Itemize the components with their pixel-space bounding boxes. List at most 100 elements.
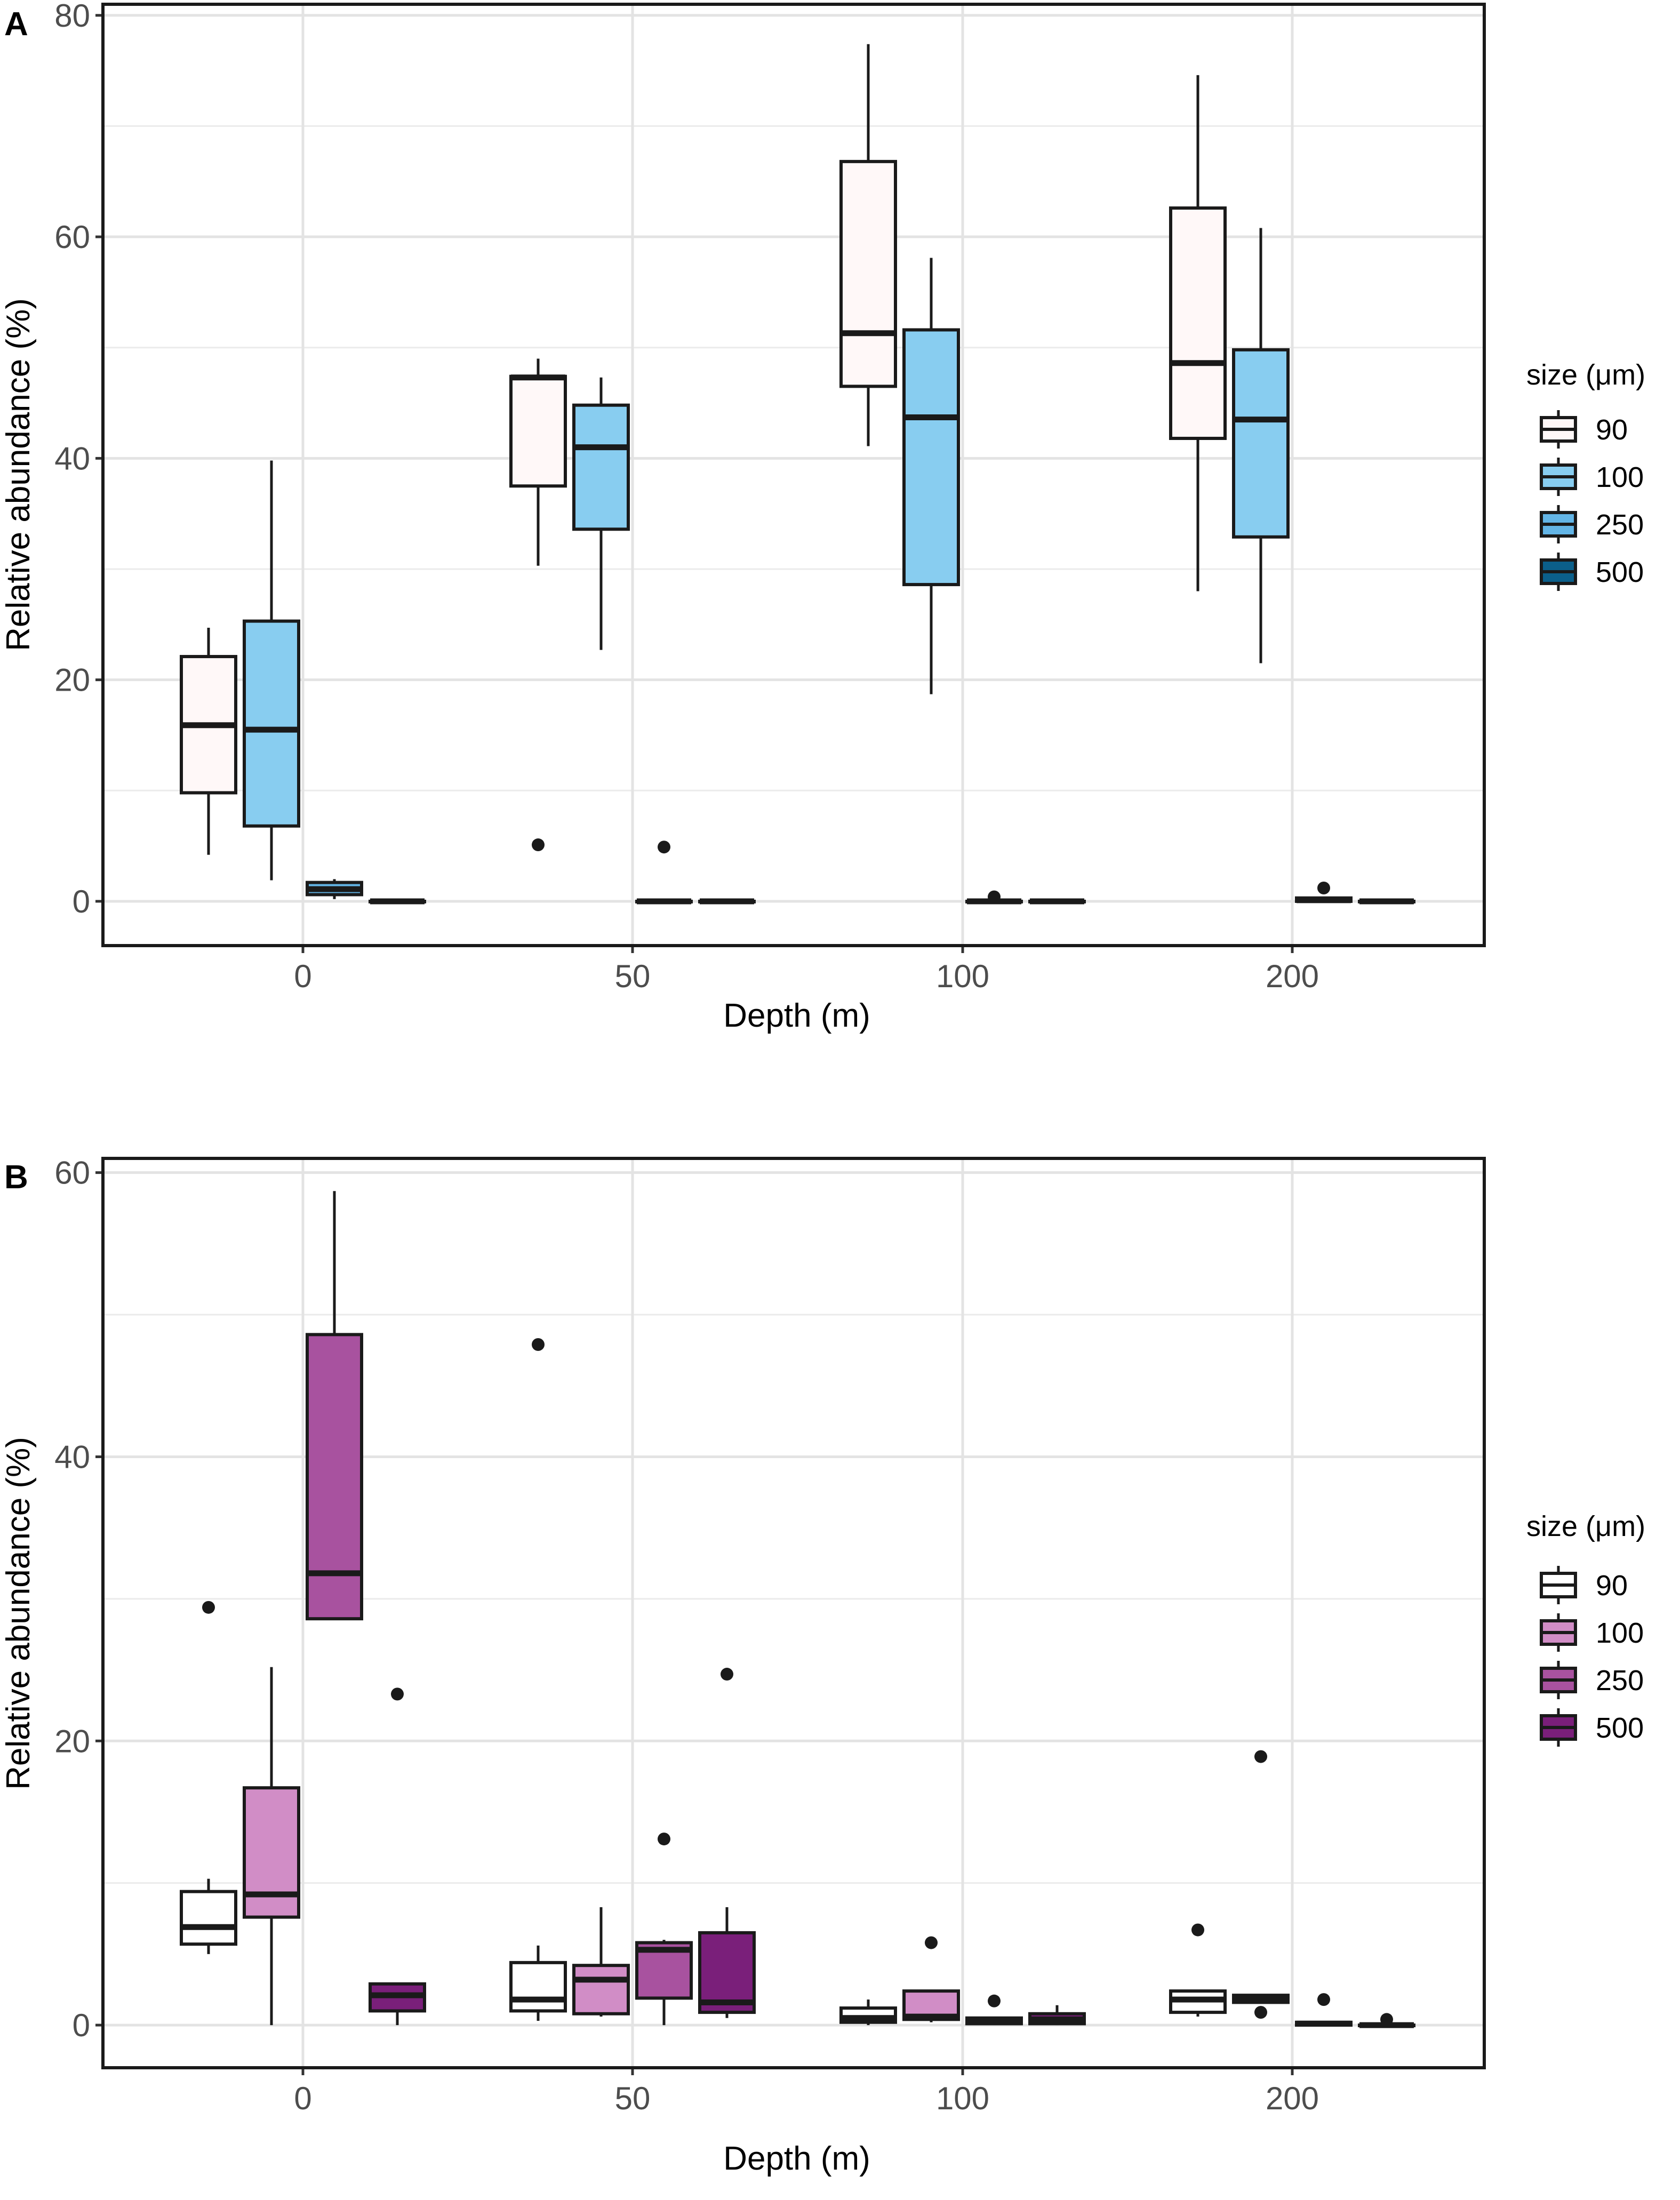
legend-title-a: size (μm) [1526, 359, 1645, 391]
legend-entry-a-500: 500 [1540, 553, 1644, 591]
y-axis-title-a: Relative abundance (%) [0, 298, 37, 651]
box-b-100-500 [1028, 2005, 1086, 2026]
outlier-point [202, 1601, 215, 1614]
outlier-point [658, 841, 670, 854]
box-b-100-90 [839, 1999, 897, 2026]
box-a-200-90 [1169, 75, 1227, 591]
legend-label-b-250: 250 [1596, 1665, 1644, 1697]
box-a-100-90 [839, 44, 897, 446]
outlier-point [532, 838, 545, 852]
box-body [1169, 206, 1227, 440]
outlier-point [532, 1338, 545, 1351]
box-body [509, 1961, 567, 2013]
outlier-point [988, 1994, 1001, 2007]
box-a-100-100 [902, 258, 960, 694]
outlier-point [1254, 2006, 1267, 2019]
y-tick-label-a: 60 [54, 219, 90, 255]
x-ticks-a: 0 50 100 200 [294, 946, 1319, 994]
panel-b: B 0 20 40 60 0 50 100 200 Depth (m) Relative a… [0, 1155, 1645, 2177]
outlier-point [1191, 1923, 1204, 1937]
box-body [509, 374, 567, 488]
legend-entry-a-90: 90 [1540, 410, 1628, 449]
legend-b: size (μm) 90 100 250 500 [1526, 1510, 1645, 1747]
box-a-200-500 [1358, 898, 1415, 905]
box-body [902, 328, 960, 587]
box-b-100-100 [902, 1936, 960, 2022]
box-b-0-90 [180, 1601, 237, 1954]
plot-border-b [101, 1157, 1486, 2069]
box-b-50-500 [698, 1668, 756, 2018]
x-tick-label-a: 50 [615, 958, 651, 994]
y-tick-label-a: 20 [54, 662, 90, 698]
outlier-point [1317, 1993, 1330, 2006]
box-b-200-100 [1232, 1750, 1290, 2019]
legend-title-b: size (μm) [1526, 1510, 1645, 1542]
y-tick-label-a: 40 [54, 441, 90, 476]
panel-label-a: A [4, 6, 28, 43]
legend-entry-a-100: 100 [1540, 458, 1644, 496]
outlier-point [1317, 882, 1330, 895]
outlier-point [988, 890, 1001, 903]
legend-label-a-90: 90 [1596, 414, 1628, 446]
legend-entry-b-90: 90 [1540, 1566, 1628, 1604]
box-b-200-90 [1169, 1923, 1227, 2017]
y-tick-label-b: 60 [54, 1155, 90, 1191]
box-a-50-250 [635, 841, 693, 905]
outlier-point [721, 1668, 733, 1681]
outlier-point [1380, 2013, 1393, 2026]
box-b-100-250 [965, 1994, 1023, 2026]
box-a-0-100 [243, 460, 300, 881]
box-b-50-90 [509, 1338, 567, 2021]
box-body [243, 1786, 300, 1919]
y-tick-label-b: 20 [54, 1723, 90, 1759]
x-tick-label-b: 0 [294, 2081, 311, 2116]
legend-entry-a-250: 250 [1540, 505, 1644, 543]
legend-label-b-100: 100 [1596, 1617, 1644, 1649]
outlier-point [925, 1936, 938, 1949]
y-tick-label-a: 0 [73, 884, 90, 919]
y-ticks-a: 0 20 40 60 80 [54, 0, 103, 919]
box-body [698, 1931, 756, 2014]
legend-label-a-250: 250 [1596, 509, 1644, 541]
legend-label-b-90: 90 [1596, 1570, 1628, 1602]
box-body [243, 619, 300, 828]
x-axis-title-a: Depth (m) [723, 997, 870, 1034]
box-b-0-250 [306, 1191, 363, 1621]
box-body [572, 403, 630, 531]
box-b-0-500 [369, 1687, 426, 2026]
box-a-0-500 [369, 898, 426, 905]
box-a-0-90 [180, 628, 237, 855]
grid-b [103, 1158, 1484, 2068]
plot-border-a [101, 3, 1486, 947]
box-a-200-100 [1232, 228, 1290, 663]
box-a-100-250 [965, 890, 1023, 905]
boxes-b [180, 1191, 1415, 2028]
box-body [180, 1890, 237, 1946]
outlier-point [1254, 1750, 1267, 1763]
x-tick-label-a: 200 [1266, 958, 1319, 994]
box-a-50-90 [509, 358, 567, 852]
box-b-200-500 [1358, 2013, 1415, 2028]
x-tick-label-a: 0 [294, 958, 311, 994]
box-body [1232, 348, 1290, 539]
box-b-0-100 [243, 1667, 300, 2026]
y-tick-label-b: 0 [73, 2007, 90, 2043]
x-tick-label-b: 200 [1266, 2081, 1319, 2116]
x-tick-label-a: 100 [936, 958, 989, 994]
box-b-200-250 [1295, 1993, 1353, 2027]
box-a-50-100 [572, 377, 630, 650]
x-tick-label-b: 100 [936, 2081, 989, 2116]
legend-label-a-100: 100 [1596, 461, 1644, 493]
x-tick-label-b: 50 [615, 2081, 651, 2116]
legend-a: size (μm) 90 100 250 500 [1526, 359, 1645, 591]
box-body [839, 159, 897, 388]
legend-entry-b-100: 100 [1540, 1613, 1644, 1652]
y-tick-label-b: 40 [54, 1439, 90, 1475]
box-a-50-500 [698, 898, 756, 905]
y-tick-label-a: 80 [54, 0, 90, 34]
box-a-200-250 [1295, 882, 1353, 903]
panel-a: A 0 20 40 60 80 0 50 100 200 Depth (m) Relative… [0, 0, 1645, 1034]
x-axis-title-b: Depth (m) [723, 2140, 870, 2177]
outlier-point [658, 1833, 670, 1846]
